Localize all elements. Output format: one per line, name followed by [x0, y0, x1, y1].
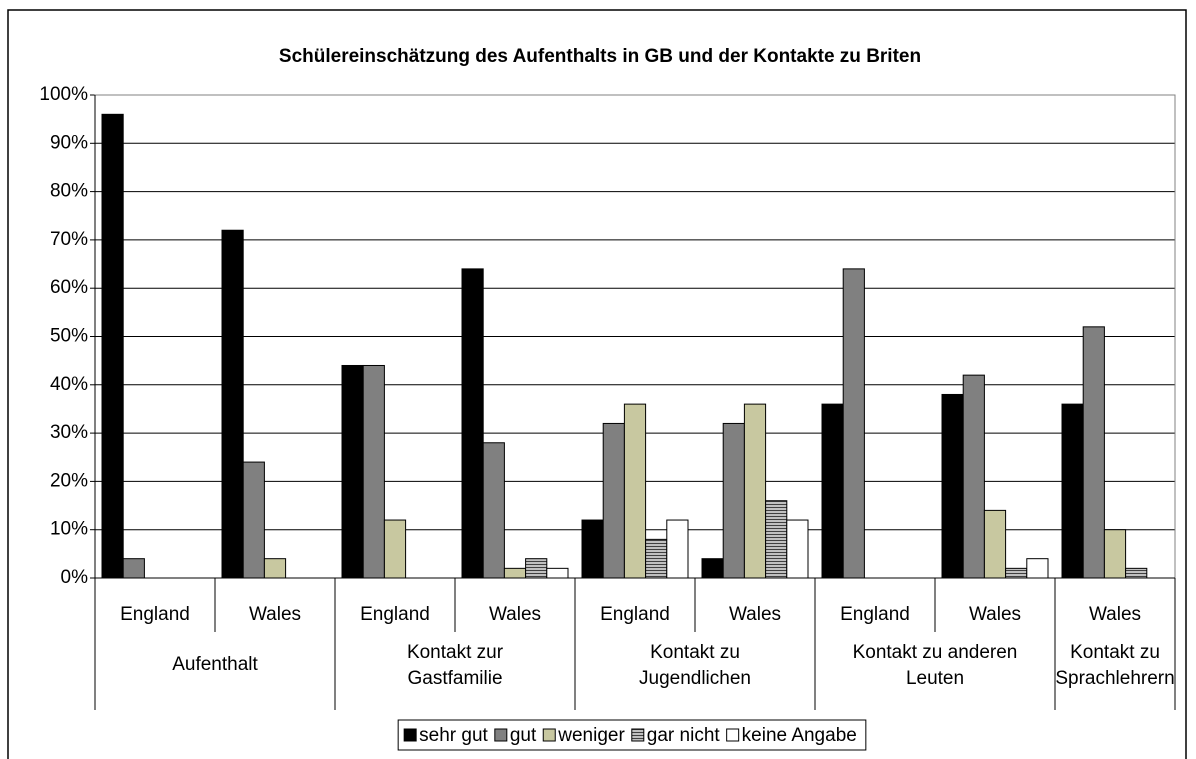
bar — [743, 403, 767, 579]
group-label-line: Aufenthalt — [172, 654, 258, 675]
bar — [821, 403, 844, 579]
legend-swatch — [726, 728, 740, 742]
bar — [242, 461, 265, 579]
group-label: Kontakt zur Gastfamilie — [407, 642, 504, 689]
group-label-line: Kontakt zu — [1070, 642, 1160, 663]
legend-label: sehr gut — [419, 725, 488, 746]
x-tick-label: Wales — [1089, 604, 1141, 625]
y-tick-label: 30% — [50, 422, 88, 443]
legend: sehr gut gut weniger gar nicht keine Angabe — [397, 719, 867, 751]
group-label: Kontakt zu Sprachlehrern — [1055, 642, 1174, 689]
x-tick-label: England — [840, 604, 910, 625]
bar — [1061, 403, 1084, 579]
group-label: Kontakt zu anderen Leuten — [853, 642, 1018, 689]
legend-label: keine Angabe — [742, 725, 857, 746]
bar — [503, 567, 527, 579]
x-tick-label: England — [360, 604, 430, 625]
x-tick-label: Wales — [969, 604, 1021, 625]
bar — [842, 268, 865, 579]
x-tick-label: England — [120, 604, 190, 625]
bar — [645, 538, 668, 579]
group-label-line: Sprachlehrern — [1055, 668, 1174, 689]
group-label: Aufenthalt — [172, 654, 258, 675]
bar — [602, 422, 625, 579]
bar — [962, 374, 985, 579]
y-tick-label: 100% — [39, 84, 88, 105]
x-tick-label: Wales — [249, 604, 301, 625]
y-tick-label: 60% — [50, 277, 88, 298]
bar — [666, 519, 689, 579]
group-label: Kontakt zu Jugendlichen — [639, 642, 751, 689]
bar — [221, 229, 244, 579]
bar — [383, 519, 407, 579]
bar — [122, 558, 145, 579]
bar — [1082, 326, 1105, 579]
bar — [765, 500, 788, 579]
y-tick-label: 0% — [61, 567, 89, 588]
x-tick-label: Wales — [489, 604, 541, 625]
bar — [461, 268, 484, 579]
group-label-line: Kontakt zu anderen — [853, 642, 1018, 663]
y-tick-label: 70% — [50, 229, 88, 250]
bar — [525, 558, 548, 579]
x-tick-label: England — [600, 604, 670, 625]
bar — [722, 422, 745, 579]
legend-swatch — [631, 728, 645, 742]
bar — [581, 519, 604, 579]
y-tick-label: 90% — [50, 132, 88, 153]
y-tick-label: 20% — [50, 470, 88, 491]
bar — [1005, 567, 1028, 579]
y-tick-label: 80% — [50, 181, 88, 202]
x-tick-label: Wales — [729, 604, 781, 625]
bar — [101, 113, 124, 579]
legend-swatch — [542, 728, 556, 742]
legend-swatch — [494, 728, 508, 742]
group-label-line: Gastfamilie — [407, 668, 502, 689]
legend-label: weniger — [557, 725, 625, 746]
bar — [1103, 529, 1127, 579]
y-tick-label: 10% — [50, 519, 88, 540]
bar — [362, 364, 385, 579]
bar — [941, 393, 964, 579]
bar — [263, 558, 287, 579]
chart-frame — [7, 9, 1187, 759]
y-tick-label: 40% — [50, 374, 88, 395]
legend-label: gut — [510, 725, 537, 746]
y-tick-label: 50% — [50, 326, 88, 347]
bar — [623, 403, 647, 579]
bar — [701, 558, 724, 579]
bar — [1026, 558, 1049, 579]
bar — [983, 509, 1007, 579]
chart-title: Schülereinschätzung des Aufenthalts in G… — [279, 46, 921, 67]
bar — [1125, 567, 1148, 579]
legend-swatch — [403, 728, 417, 742]
bar — [482, 442, 505, 579]
bar — [546, 567, 569, 579]
group-label-line: Kontakt zu — [650, 642, 740, 663]
legend-label: gar nicht — [647, 725, 721, 746]
bar — [786, 519, 809, 579]
bar — [341, 364, 364, 579]
group-label-line: Kontakt zur — [407, 642, 504, 663]
group-label-line: Leuten — [906, 668, 964, 689]
group-label-line: Jugendlichen — [639, 668, 751, 689]
